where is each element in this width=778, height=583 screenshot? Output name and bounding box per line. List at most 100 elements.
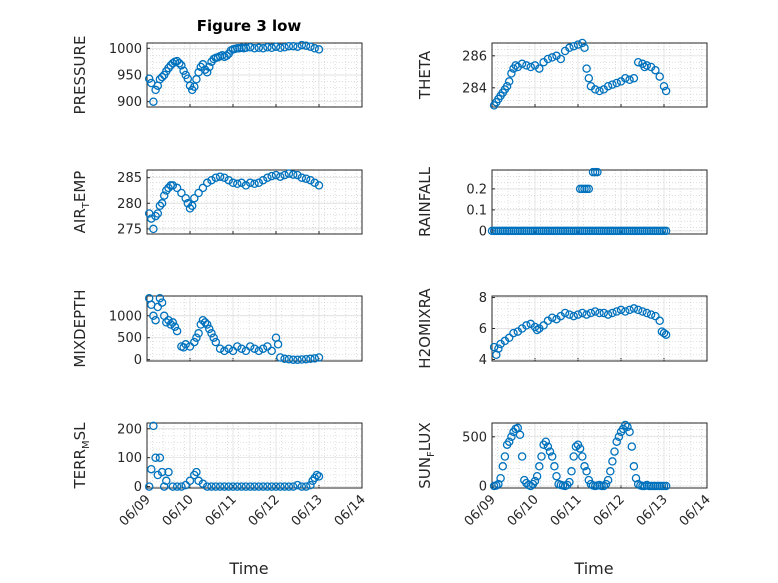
data-point (162, 476, 171, 486)
data-point (241, 181, 251, 190)
data-point (608, 80, 617, 89)
data-point (263, 43, 272, 52)
subplot-1: 900 950 1000 PRESSURE (71, 36, 363, 115)
data-point (545, 447, 555, 456)
data-point (183, 199, 193, 208)
data-point (185, 342, 195, 351)
data-point (149, 421, 158, 431)
data-point (202, 482, 212, 491)
data-point (517, 59, 527, 69)
data-point (306, 480, 315, 490)
data-point (157, 199, 167, 208)
y-tick-label: 0 (134, 353, 142, 368)
data-point (504, 437, 514, 446)
data-point (614, 432, 624, 442)
x-axis-label-left: Time (228, 559, 268, 578)
data-point (280, 354, 289, 364)
data-point (580, 43, 589, 53)
data-point (284, 482, 294, 491)
data-point (608, 308, 617, 318)
data-point (552, 471, 561, 481)
data-point (532, 471, 542, 481)
data-point (612, 78, 621, 88)
data-point (267, 482, 276, 491)
data-point (280, 482, 289, 491)
data-point (590, 85, 600, 94)
y-tick-label: 0 (134, 480, 142, 495)
data-point (205, 324, 214, 334)
data-point (181, 340, 190, 349)
data-point (149, 224, 158, 234)
y-tick-label: 0.1 (466, 203, 487, 218)
data-point (496, 473, 505, 483)
data-point (194, 476, 203, 486)
data-point (157, 298, 167, 307)
data-point (625, 305, 634, 315)
data-point (633, 305, 643, 315)
data-point (211, 337, 221, 347)
data-point (168, 181, 178, 190)
data-point (288, 41, 298, 51)
data-point (215, 172, 225, 181)
data-point (207, 175, 216, 185)
data-point (312, 470, 322, 480)
data-point (301, 482, 311, 491)
data-point (575, 444, 585, 453)
figure-title: Figure 3 low (197, 17, 302, 35)
data-point (535, 462, 544, 471)
data-point (659, 328, 669, 338)
data-point (522, 61, 531, 70)
data-point (293, 42, 302, 51)
data-point (638, 307, 647, 316)
data-point (271, 482, 281, 491)
y-axis-label: AIRTEMP (71, 171, 92, 234)
data-point (250, 179, 259, 189)
y-axis-label: PRESSURE (71, 36, 89, 115)
data-point (526, 62, 535, 72)
data-point (241, 482, 251, 491)
data-point (200, 318, 210, 327)
data-point (314, 181, 324, 190)
data-point (202, 178, 212, 188)
data-point (198, 315, 208, 325)
data-point (507, 432, 516, 442)
data-point (547, 53, 557, 62)
data-point (502, 81, 512, 91)
data-point (651, 311, 660, 321)
data-point (153, 470, 163, 480)
data-point (224, 344, 233, 353)
data-point (250, 344, 259, 353)
data-point (603, 81, 613, 91)
data-point (237, 482, 246, 491)
data-point (582, 467, 591, 476)
data-point (168, 59, 178, 68)
data-point (162, 318, 171, 327)
data-point (228, 346, 238, 356)
data-point (194, 188, 203, 198)
data-point (507, 69, 516, 78)
data-point (297, 173, 307, 182)
subplot-5: 0 500 1000 MIXDEPTH (71, 289, 363, 368)
data-point (187, 201, 197, 211)
data-point (655, 316, 664, 326)
y-tick-label: 0.2 (466, 182, 487, 197)
data-point (293, 480, 302, 490)
data-point (153, 302, 163, 312)
data-point (659, 81, 669, 91)
axis-border (491, 295, 708, 362)
y-tick-label: 900 (117, 95, 142, 110)
data-point (177, 188, 186, 198)
data-point (172, 482, 182, 491)
data-point (144, 74, 154, 83)
axis-border (146, 422, 363, 489)
data-point (288, 355, 298, 364)
data-point (263, 173, 272, 182)
data-point (603, 475, 613, 485)
data-point (164, 467, 173, 477)
y-tick-label: 1000 (109, 309, 142, 324)
data-point (301, 41, 311, 50)
data-point (162, 186, 171, 195)
data-point (616, 305, 626, 315)
data-point (612, 437, 621, 446)
